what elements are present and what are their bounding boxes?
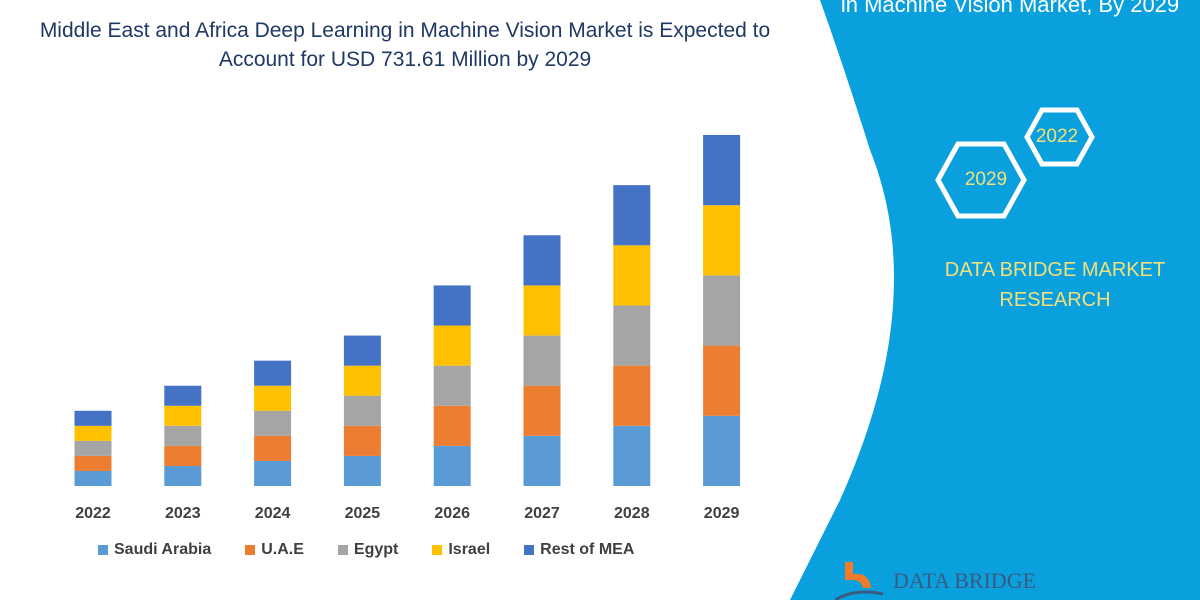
bar-segment-2022-egypt (74, 440, 112, 456)
brand-name: DATA BRIDGE MARKET RESEARCH (944, 259, 1166, 311)
x-tick-label: 2022 (75, 505, 111, 522)
bar-segment-2025-saudi-arabia (343, 455, 381, 486)
bar-segment-2028-saudi-arabia (613, 425, 651, 486)
side-panel-title: in Machine Vision Market, By 2029 (840, 0, 1180, 17)
hex-label-2029: 2029 (964, 169, 1008, 190)
legend-item-uae: U.A.E (245, 541, 304, 559)
hexagon-2022-icon (1024, 107, 1095, 167)
x-tick-label: 2028 (614, 505, 650, 522)
legend-item-rest-of-mea: Rest of MEA (524, 541, 634, 559)
bar-segment-2027-israel (523, 285, 561, 336)
bar-segment-2023-saudi-arabia (164, 465, 202, 486)
bar-segment-2027-egypt (523, 335, 561, 386)
logo-text: DATA BRIDGE (893, 568, 1037, 593)
legend-label: U.A.E (261, 541, 304, 558)
legend-swatch (337, 545, 348, 555)
logo-icon (835, 562, 884, 600)
bar-segment-2029-saudi-arabia (703, 415, 741, 486)
bar-segment-2026-israel (433, 325, 471, 366)
stacked-bar-chart: 2022 2023 2024 2025 2026 2027 2028 2029 (74, 135, 741, 522)
bar-segment-2025-israel (343, 365, 381, 396)
bar-segment-2025-u-a-e (343, 425, 381, 456)
legend-swatch (245, 545, 256, 555)
bar-segment-2028-egypt (613, 305, 651, 366)
bar-segment-2023-rest-of-mea (164, 385, 202, 406)
bar-segment-2025-rest-of-mea (343, 335, 381, 366)
bar-segment-2023-israel (164, 405, 202, 426)
bar-segment-2027-u-a-e (523, 385, 561, 436)
legend-item-egypt: Egypt (337, 541, 399, 559)
x-tick-label: 2027 (524, 505, 560, 522)
bar-segment-2022-u-a-e (74, 455, 112, 471)
bar-segment-2029-egypt (703, 275, 741, 346)
bar-segment-2027-saudi-arabia (523, 435, 561, 486)
bar-segment-2029-rest-of-mea (703, 135, 741, 206)
bar-segment-2024-israel (254, 385, 292, 411)
x-tick-label: 2024 (255, 505, 291, 522)
bar-segment-2023-u-a-e (164, 445, 202, 466)
bar-segment-2023-egypt (164, 425, 202, 446)
legend-item-saudi-arabia: Saudi Arabia (98, 541, 211, 559)
bar-segment-2024-egypt (254, 410, 292, 436)
x-tick-label: 2029 (704, 505, 740, 522)
bar-segment-2029-u-a-e (703, 345, 741, 416)
bar-segment-2029-israel (703, 205, 741, 276)
legend-swatch (98, 545, 108, 555)
chart-title: Middle East and Africa Deep Learning in … (39, 19, 771, 71)
legend-label: Saudi Arabia (114, 541, 212, 558)
bar-segment-2024-saudi-arabia (254, 460, 292, 486)
hexagon-icons (935, 107, 1095, 219)
bar-segment-2025-egypt (343, 395, 381, 426)
bar-segment-2028-israel (613, 245, 651, 306)
x-tick-label: 2025 (345, 505, 381, 522)
legend-swatch (432, 545, 443, 555)
x-tick-label: 2023 (165, 505, 201, 522)
bar-segment-2026-u-a-e (433, 405, 471, 446)
bar-segment-2022-saudi-arabia (74, 470, 112, 486)
x-tick-label: 2026 (434, 505, 470, 522)
legend-item-israel: Israel (432, 541, 490, 559)
bar-segment-2028-u-a-e (613, 365, 651, 426)
legend: Saudi Arabia U.A.E Egypt Israel Rest of … (98, 541, 668, 559)
hexagon-2029-icon (935, 141, 1027, 219)
bar-segment-2028-rest-of-mea (613, 185, 651, 246)
bar-segment-2026-egypt (433, 365, 471, 406)
bar-segment-2026-rest-of-mea (433, 285, 471, 326)
bar-segment-2024-rest-of-mea (254, 360, 292, 386)
legend-label: Rest of MEA (540, 541, 635, 558)
legend-label: Egypt (353, 541, 399, 558)
hex-label-2022: 2022 (1035, 126, 1079, 147)
bar-segment-2026-saudi-arabia (433, 445, 471, 486)
legend-swatch (524, 545, 535, 555)
bar-segment-2027-rest-of-mea (523, 235, 561, 286)
bar-segment-2022-israel (74, 425, 112, 441)
legend-label: Israel (448, 541, 491, 558)
bar-segment-2022-rest-of-mea (74, 410, 112, 426)
bar-segment-2024-u-a-e (254, 435, 292, 461)
